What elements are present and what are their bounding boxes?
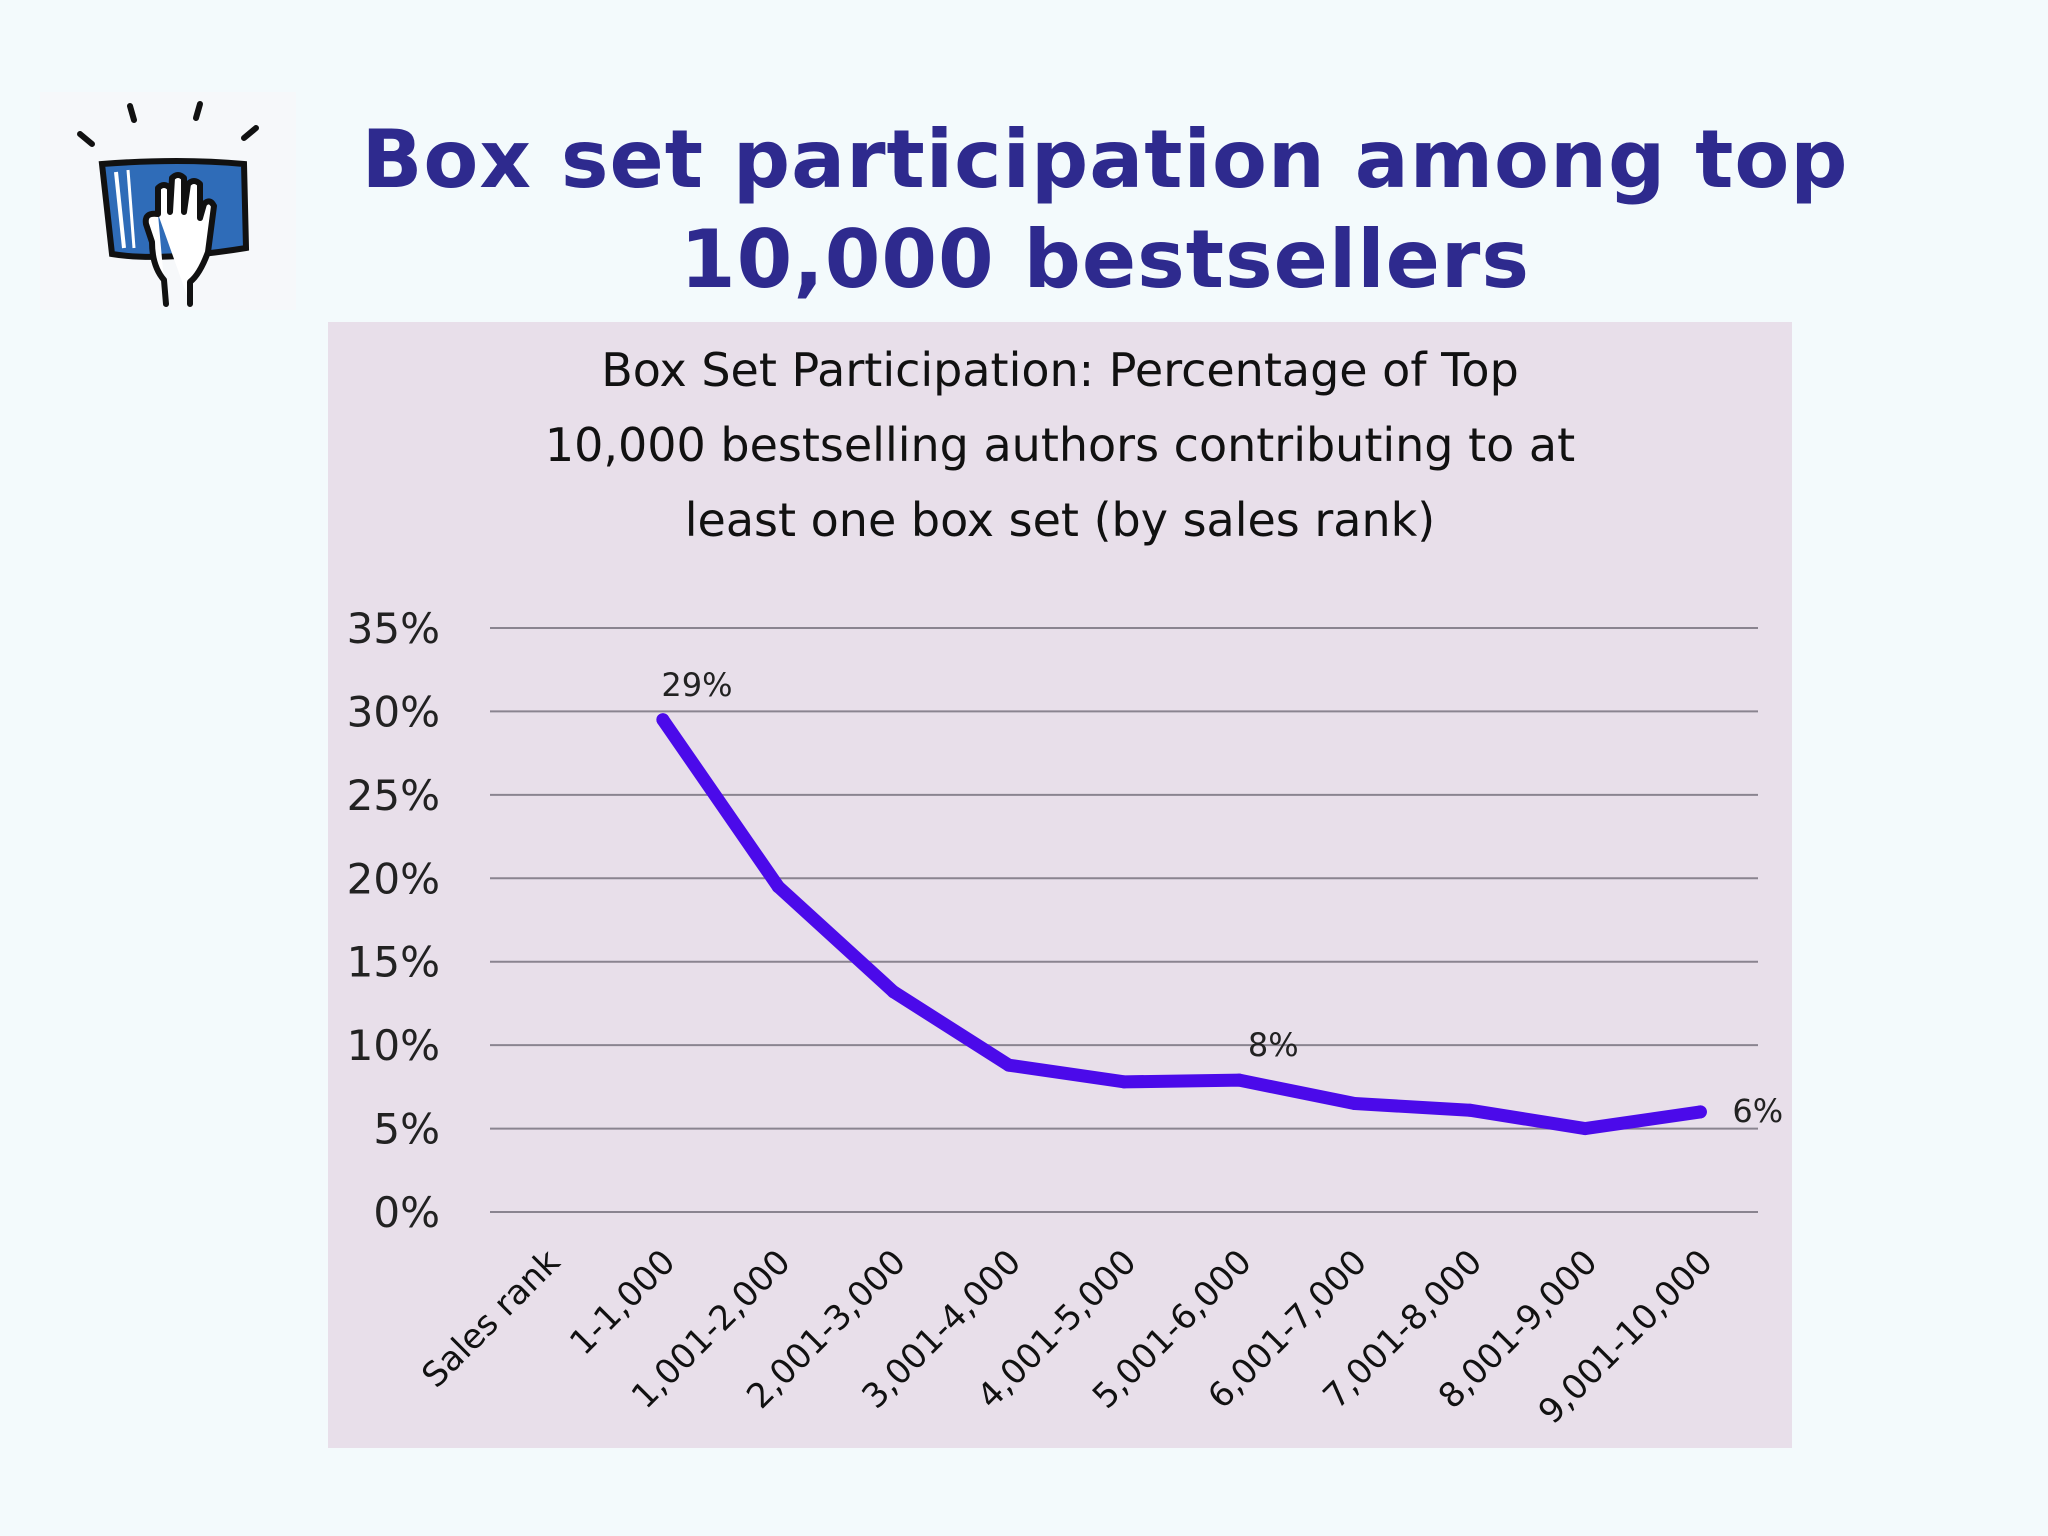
line-chart: Box Set Participation: Percentage of Top… (347, 343, 1783, 1432)
data-point (656, 713, 670, 727)
data-point (1463, 1103, 1477, 1117)
x-tick-label: 1-1,000 (562, 1242, 683, 1363)
chart-title-line-2: 10,000 bestselling authors contributing … (545, 418, 1575, 472)
y-tick-label: 10% (347, 1021, 440, 1070)
data-point (886, 985, 900, 999)
chart-panel: Box Set Participation: Percentage of Top… (328, 322, 1792, 1448)
slide-title: Box set participation among top 10,000 b… (330, 110, 1880, 310)
data-point (1117, 1075, 1131, 1089)
chart-title-line-3: least one box set (by sales rank) (685, 493, 1435, 547)
y-tick-label: 0% (373, 1188, 440, 1237)
data-point (1578, 1122, 1592, 1136)
data-point (1693, 1105, 1707, 1119)
data-label: 29% (661, 666, 732, 704)
data-point (1348, 1097, 1362, 1111)
x-tick-label: Sales rank (414, 1242, 568, 1396)
data-point (771, 880, 785, 894)
y-tick-label: 25% (347, 771, 440, 820)
book-hand-icon (40, 92, 296, 310)
data-label: 6% (1732, 1092, 1783, 1130)
y-tick-label: 35% (347, 604, 440, 653)
data-point (1002, 1058, 1016, 1072)
data-label: 8% (1248, 1026, 1299, 1064)
data-point (1232, 1073, 1246, 1087)
y-tick-label: 30% (347, 687, 440, 736)
slide-title-line-1: Box set participation among top (361, 113, 1849, 206)
slide-title-line-2: 10,000 bestsellers (680, 213, 1530, 306)
chart-title-line-1: Box Set Participation: Percentage of Top (601, 343, 1519, 397)
y-tick-label: 15% (347, 938, 440, 987)
y-tick-label: 20% (347, 854, 440, 903)
series-line (656, 713, 1707, 1136)
y-tick-label: 5% (373, 1105, 440, 1154)
